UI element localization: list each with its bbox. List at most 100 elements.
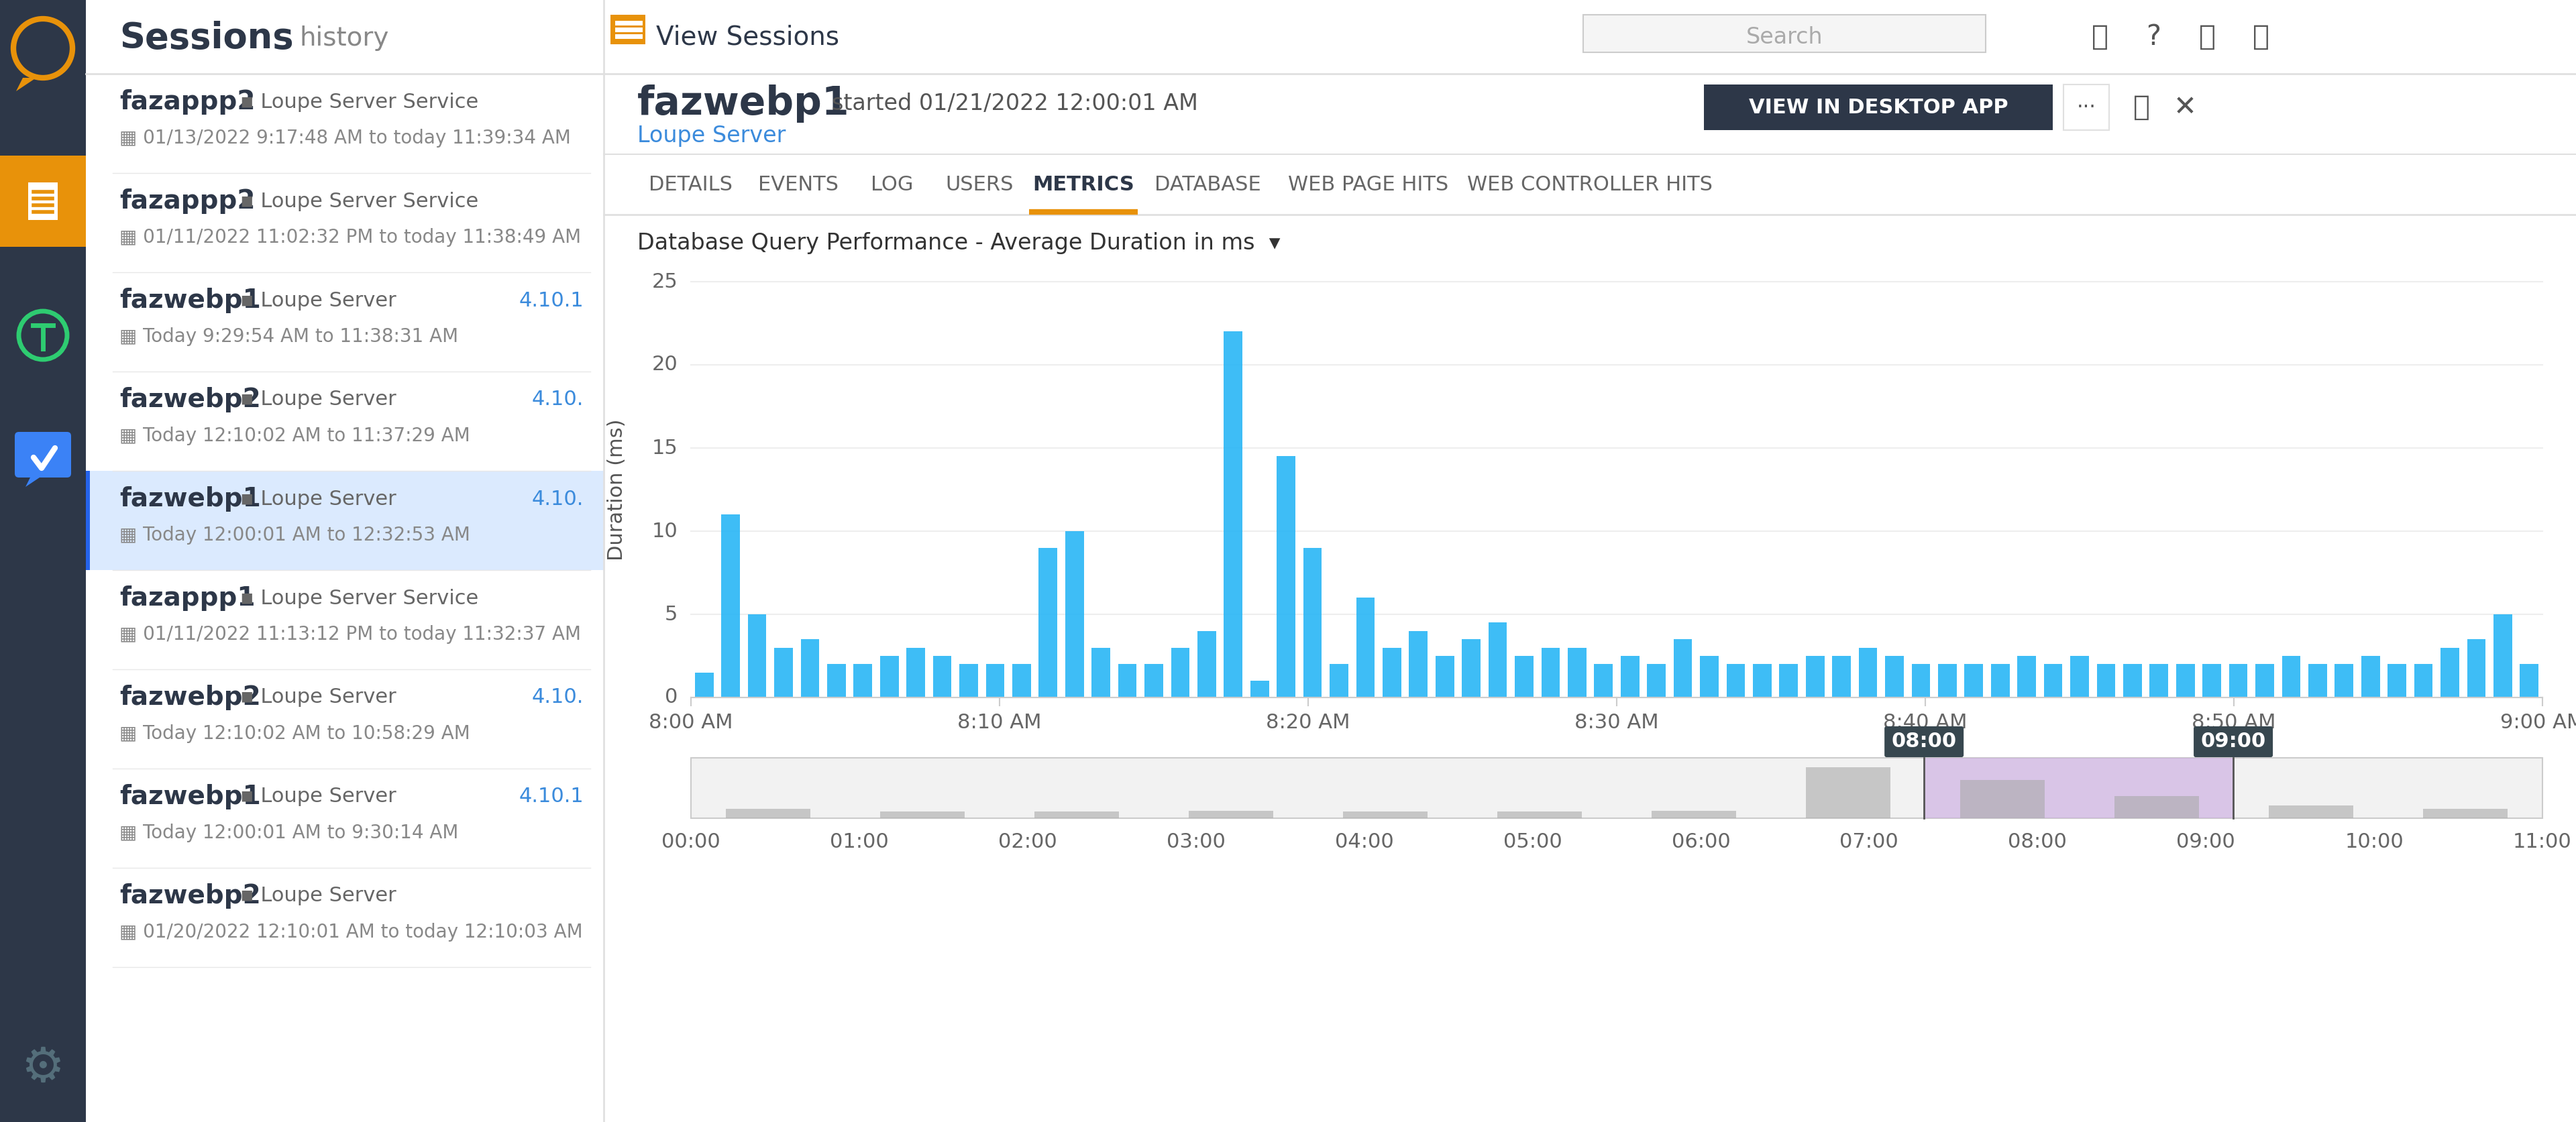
Bar (2494, 615, 2512, 698)
Text: ▪ Loupe Server: ▪ Loupe Server (240, 489, 397, 508)
Bar (85, 471, 90, 570)
Text: 15: 15 (652, 439, 677, 458)
Text: fazwebp2: fazwebp2 (118, 387, 260, 413)
Text: Loupe Server: Loupe Server (636, 125, 786, 147)
Text: ▦ Today 12:10:02 AM to 10:58:29 AM: ▦ Today 12:10:02 AM to 10:58:29 AM (118, 725, 469, 743)
Bar (1540, 647, 1561, 698)
Bar (2043, 664, 2063, 698)
Text: ▪ Loupe Server: ▪ Loupe Server (240, 787, 397, 807)
Bar (747, 615, 765, 698)
Bar (1780, 664, 1798, 698)
Text: 4.10.1: 4.10.1 (518, 787, 585, 807)
Bar (2115, 795, 2200, 818)
Text: 09:00: 09:00 (2177, 833, 2236, 852)
Bar (85, 0, 603, 1122)
Text: fazappp2: fazappp2 (118, 188, 255, 214)
Bar (2519, 664, 2537, 698)
Bar (1497, 812, 1582, 818)
Polygon shape (15, 77, 36, 91)
Text: 👤: 👤 (2251, 22, 2269, 50)
Text: started 01/21/2022 12:00:01 AM: started 01/21/2022 12:00:01 AM (832, 92, 1198, 114)
Text: DETAILS: DETAILS (649, 175, 734, 194)
Bar (1700, 656, 1718, 698)
Bar (987, 664, 1005, 698)
Bar (2097, 664, 2115, 698)
Bar (1383, 647, 1401, 698)
Bar (2282, 656, 2300, 698)
Bar (2123, 664, 2141, 698)
Bar (1329, 664, 1347, 698)
Bar (853, 664, 873, 698)
Text: ✕: ✕ (2174, 93, 2197, 121)
Bar (801, 640, 819, 698)
Bar (726, 809, 811, 818)
Text: 4.10.: 4.10. (531, 489, 585, 508)
Text: Database Query Performance - Average Duration in ms  ▾: Database Query Performance - Average Dur… (636, 232, 1280, 254)
Bar (0, 156, 85, 247)
Text: fazwebp1: fazwebp1 (118, 784, 260, 809)
Bar (1937, 664, 1958, 698)
Bar (2177, 664, 2195, 698)
Text: ▦ 01/11/2022 11:13:12 PM to today 11:32:37 AM: ▦ 01/11/2022 11:13:12 PM to today 11:32:… (118, 625, 582, 644)
Text: DATABASE: DATABASE (1154, 175, 1260, 194)
Bar (775, 647, 793, 698)
Bar (2017, 656, 2035, 698)
Bar (2362, 656, 2380, 698)
Text: 8:10 AM: 8:10 AM (958, 714, 1041, 733)
Polygon shape (26, 473, 46, 487)
Bar (1911, 664, 1929, 698)
Bar (933, 656, 951, 698)
Text: ▪ Loupe Server Service: ▪ Loupe Server Service (240, 192, 479, 211)
Bar (827, 664, 845, 698)
Bar (1674, 640, 1692, 698)
Text: 0: 0 (665, 688, 677, 707)
Bar (2228, 664, 2246, 698)
Text: 01:00: 01:00 (829, 833, 889, 852)
Bar (2388, 664, 2406, 698)
Bar (28, 183, 57, 220)
Text: ▦ 01/13/2022 9:17:48 AM to today 11:39:34 AM: ▦ 01/13/2022 9:17:48 AM to today 11:39:3… (118, 129, 572, 148)
Text: ▦ 01/20/2022 12:10:01 AM to today 12:10:03 AM: ▦ 01/20/2022 12:10:01 AM to today 12:10:… (118, 922, 582, 941)
Text: Sessions: Sessions (118, 21, 294, 56)
Text: 4.10.: 4.10. (531, 688, 585, 707)
Bar (690, 757, 2543, 818)
Bar (881, 812, 966, 818)
Text: WEB PAGE HITS: WEB PAGE HITS (1288, 175, 1448, 194)
Text: 03:00: 03:00 (1167, 833, 1226, 852)
Bar (2063, 84, 2110, 130)
Bar (2269, 806, 2354, 818)
Bar (907, 647, 925, 698)
Text: fazwebp1: fazwebp1 (118, 486, 260, 512)
Bar (1515, 656, 1533, 698)
Bar (1752, 664, 1772, 698)
Bar (1965, 664, 1984, 698)
Text: ▪ Loupe Server: ▪ Loupe Server (240, 688, 397, 707)
Text: 08:00: 08:00 (2009, 833, 2066, 852)
Bar (2468, 640, 2486, 698)
Bar (2257, 664, 2275, 698)
Text: 9:00 AM: 9:00 AM (2501, 714, 2576, 733)
Text: ···: ··· (2076, 98, 2097, 117)
Bar (1703, 84, 2053, 130)
Bar (1012, 664, 1030, 698)
Bar (1038, 548, 1056, 698)
Text: 04:00: 04:00 (1334, 833, 1394, 852)
Bar (1832, 656, 1850, 698)
Bar (1806, 767, 1891, 818)
Bar (1960, 780, 2045, 818)
Bar (603, 0, 2576, 74)
Bar (2202, 664, 2221, 698)
Text: 02:00: 02:00 (997, 833, 1056, 852)
Text: ▪ Loupe Server Service: ▪ Loupe Server Service (240, 92, 479, 112)
Bar (1489, 623, 1507, 698)
Text: Duration (ms): Duration (ms) (608, 419, 626, 561)
Bar (1726, 664, 1744, 698)
Text: 09:00: 09:00 (2200, 732, 2267, 752)
Bar (1860, 647, 1878, 698)
Bar (85, 471, 603, 570)
Bar (1355, 598, 1376, 698)
Bar (0, 0, 85, 1122)
Text: ▪ Loupe Server Service: ▪ Loupe Server Service (240, 589, 479, 608)
Text: ▦ Today 12:00:01 AM to 12:32:53 AM: ▦ Today 12:00:01 AM to 12:32:53 AM (118, 526, 471, 544)
Bar (1595, 664, 1613, 698)
